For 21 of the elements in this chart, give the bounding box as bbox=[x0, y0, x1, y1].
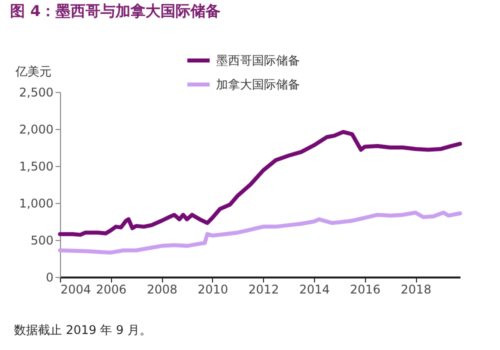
y-tick-label: 1,000 bbox=[19, 196, 54, 210]
y-tick-label: 0 bbox=[46, 270, 54, 284]
x-tick-label: 2004 bbox=[60, 282, 92, 296]
line-series bbox=[58, 130, 462, 237]
legend-label: 墨西哥国际储备 bbox=[216, 54, 300, 68]
x-tick-label: 2016 bbox=[350, 282, 381, 296]
x-tick-label: 2014 bbox=[299, 282, 330, 296]
x-tick-label: 2010 bbox=[198, 282, 228, 296]
x-tick-label: 2008 bbox=[146, 282, 178, 296]
legend-label: 加拿大国际储备 bbox=[216, 78, 300, 92]
x-tick-label: 2012 bbox=[248, 282, 279, 296]
y-tick-label: 1,500 bbox=[19, 160, 54, 174]
y-tick-label: 2,000 bbox=[19, 122, 54, 136]
y-tick-label: 500 bbox=[30, 234, 54, 248]
text: 数据截止 2019 年 9 月。 bbox=[14, 322, 152, 339]
line-series bbox=[58, 210, 462, 255]
x-tick-label: 2018 bbox=[400, 282, 432, 296]
x-tick-label: 2006 bbox=[96, 282, 127, 296]
y-tick-label: 2,500 bbox=[19, 86, 54, 100]
chart-title: 图 4：墨西哥与加拿大国际储备 bbox=[10, 2, 221, 20]
y-axis-title: 亿美元 bbox=[14, 64, 52, 78]
